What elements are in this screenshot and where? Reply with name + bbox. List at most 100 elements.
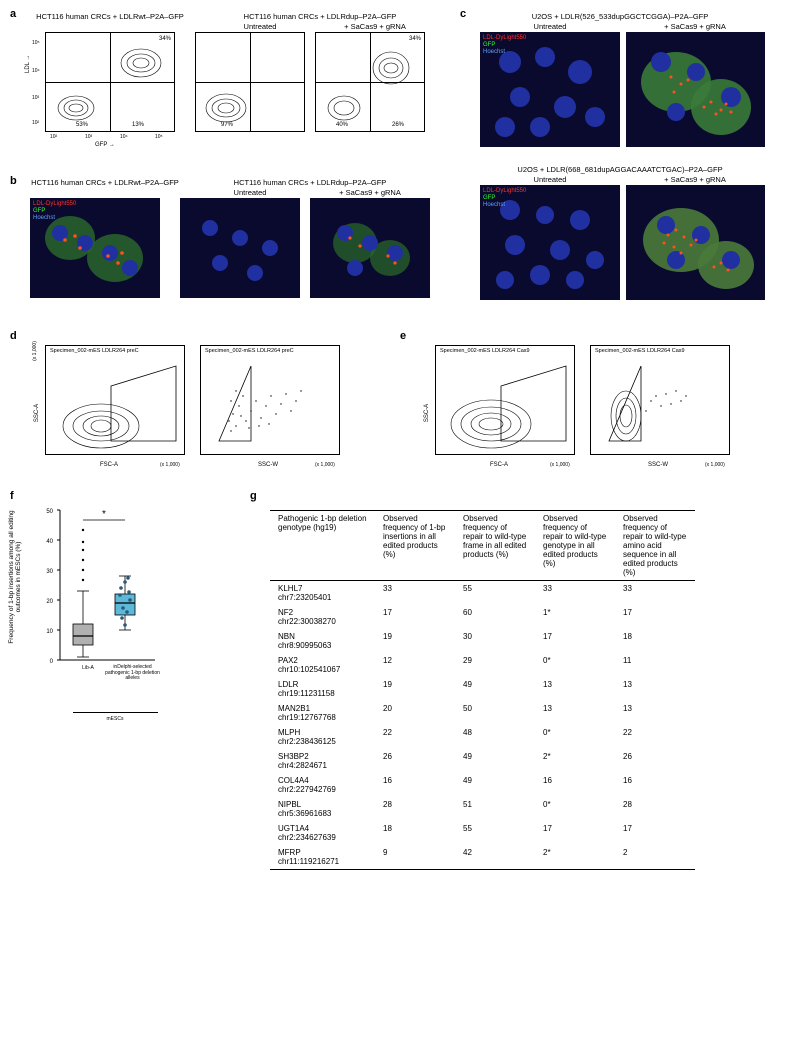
quad-a-right-tr: 34% xyxy=(409,36,421,42)
panel-d-ylabel: SSC-A xyxy=(34,404,40,422)
table-row: MFRPchr11:119216271 9 42 2* 2 xyxy=(270,845,695,870)
tick: 10⁴ xyxy=(120,134,128,140)
cell-val: 0* xyxy=(535,797,615,821)
panel-d-yscale: (x 1,000) xyxy=(32,341,38,361)
panel-b-label: b xyxy=(10,175,17,187)
panel-b-title-left: HCT116 human CRCs + LDLRwt–P2A–GFP xyxy=(30,178,180,187)
panel-e-xlabel-right: SSC-W xyxy=(648,462,668,468)
flow-e-left: Specimen_002-mES LDLR264 Cas9 xyxy=(435,345,575,455)
col-header: Observed frequency of repair to wild-typ… xyxy=(535,511,615,581)
col-header: Observed frequency of repair to wild-typ… xyxy=(455,511,535,581)
table-header-row: Pathogenic 1-bp deletion genotype (hg19)… xyxy=(270,511,695,581)
micro-b-2 xyxy=(180,198,300,298)
legend-hoechst: Hoechst xyxy=(483,202,526,209)
data-table: Pathogenic 1-bp deletion genotype (hg19)… xyxy=(270,510,695,870)
flow-d-right: Specimen_002-mES LDLR264 preC xyxy=(200,345,340,455)
cell-val: 48 xyxy=(455,725,535,749)
table-g: Pathogenic 1-bp deletion genotype (hg19)… xyxy=(270,510,770,870)
quad-a-left-tr: 34% xyxy=(159,36,171,42)
cell-val: 33 xyxy=(535,581,615,606)
flow-plot-a-mid: 97% xyxy=(195,32,305,132)
quad-a-mid-bl: 97% xyxy=(221,122,233,128)
legend-gfp: GFP xyxy=(33,208,76,215)
cell-gene: KLHL7chr7:23205401 xyxy=(270,581,375,606)
cell-val: 42 xyxy=(455,845,535,870)
flow-plot-a-right: 34% 40% 26% xyxy=(315,32,425,132)
cell-val: 51 xyxy=(455,797,535,821)
table-row: MLPHchr2:238436125 22 48 0* 22 xyxy=(270,725,695,749)
cell-val: 33 xyxy=(615,581,695,606)
cell-gene: MFRPchr11:119216271 xyxy=(270,845,375,870)
panel-c-legend-bot: LDL-DyLight550 GFP Hoechst xyxy=(483,188,526,210)
table-row: NIPBLchr5:36961683 28 51 0* 28 xyxy=(270,797,695,821)
table-row: LDLRchr19:11231158 19 49 13 13 xyxy=(270,677,695,701)
legend-ldl: LDL-DyLight550 xyxy=(483,35,526,42)
quad-a-right-bl: 40% xyxy=(336,122,348,128)
cell-val: 28 xyxy=(375,797,455,821)
table-row: MAN2B1chr19:12767768 20 50 13 13 xyxy=(270,701,695,725)
panel-a-title-left: HCT116 human CRCs + LDLRwt–P2A–GFP xyxy=(30,12,190,21)
panel-d-scale2: (x 1,000) xyxy=(315,462,335,468)
cell-val: 16 xyxy=(535,773,615,797)
panel-d-scale: (x 1,000) xyxy=(160,462,180,468)
panel-f-ylabel: Frequency of 1-bp insertions among all e… xyxy=(8,507,22,647)
cell-val: 17 xyxy=(375,605,455,629)
panel-e-xlabel-left: FSC-A xyxy=(490,462,508,468)
flow-e-right: Specimen_002-mES LDLR264 Cas9 xyxy=(590,345,730,455)
panel-c-legend-top: LDL-DyLight550 GFP Hoechst xyxy=(483,35,526,57)
panel-c-title-bot: U2OS + LDLR(668_681dupAGGACAAATCTGAC)–P2… xyxy=(480,165,760,174)
cell-val: 29 xyxy=(455,653,535,677)
tick: 10⁵ xyxy=(155,134,163,140)
svg-text:40: 40 xyxy=(46,539,53,545)
cell-gene: MAN2B1chr19:12767768 xyxy=(270,701,375,725)
panel-d-xlabel-left: FSC-A xyxy=(100,462,118,468)
boxplot-f: 0 10 20 30 40 50 * xyxy=(25,500,165,730)
table-row: UGT1A4chr2:234627639 18 55 17 17 xyxy=(270,821,695,845)
cell-val: 55 xyxy=(455,581,535,606)
panel-e-scale2: (x 1,000) xyxy=(705,462,725,468)
panel-d-xlabel-right: SSC-W xyxy=(258,462,278,468)
quad-a-left-bl: 53% xyxy=(76,122,88,128)
tick: 10³ xyxy=(85,134,92,140)
cell-val: 19 xyxy=(375,629,455,653)
cell-gene: PAX2chr10:102541067 xyxy=(270,653,375,677)
panel-a-xlabel: GFP → xyxy=(95,142,115,148)
panel-a-title-right: HCT116 human CRCs + LDLRdup–P2A–GFP xyxy=(200,12,440,21)
panel-e-ylabel: SSC-A xyxy=(424,404,430,422)
svg-text:20: 20 xyxy=(46,599,53,605)
legend-gfp: GFP xyxy=(483,195,526,202)
panel-e-scale: (x 1,000) xyxy=(550,462,570,468)
cell-gene: NF2chr22:30038270 xyxy=(270,605,375,629)
panel-c-label: c xyxy=(460,8,466,20)
micro-c-4 xyxy=(625,185,765,300)
svg-text:10: 10 xyxy=(46,629,53,635)
cell-val: 30 xyxy=(455,629,535,653)
legend-hoechst: Hoechst xyxy=(483,49,526,56)
cell-val: 2* xyxy=(535,749,615,773)
panel-b-sub-t: + SaCas9 + gRNA xyxy=(315,188,425,197)
panel-b-title-right: HCT116 human CRCs + LDLRdup–P2A–GFP xyxy=(190,178,430,187)
cell-gene: COL4A4chr2:227942769 xyxy=(270,773,375,797)
cell-val: 33 xyxy=(375,581,455,606)
cell-gene: LDLRchr19:11231158 xyxy=(270,677,375,701)
panel-f-xlabel1: Lib-A xyxy=(73,665,103,671)
cell-val: 49 xyxy=(455,749,535,773)
cell-val: 26 xyxy=(615,749,695,773)
tick: 10² xyxy=(50,134,57,140)
legend-gfp: GFP xyxy=(483,42,526,49)
panel-c-sub-u1: Untreated xyxy=(480,22,620,31)
panel-c-sub-t1: + SaCas9 + gRNA xyxy=(625,22,765,31)
panel-c-sub-u2: Untreated xyxy=(480,175,620,184)
panel-c-title-top: U2OS + LDLR(526_533dupGGCTCGGA)–P2A–GFP xyxy=(480,12,760,21)
cell-val: 50 xyxy=(455,701,535,725)
panel-a-ylabel-text: LDL xyxy=(25,62,31,73)
cell-val: 17 xyxy=(535,629,615,653)
cell-val: 17 xyxy=(535,821,615,845)
col-header: Observed frequency of repair to wild-typ… xyxy=(615,511,695,581)
table-row: NBNchr8:90995063 19 30 17 18 xyxy=(270,629,695,653)
micro-b-3 xyxy=(310,198,430,298)
panel-a-ylabel: LDL → xyxy=(25,55,31,73)
panel-f-bottom: mESCs xyxy=(95,716,135,722)
cell-val: 16 xyxy=(375,773,455,797)
tick: 10⁴ xyxy=(32,68,40,74)
